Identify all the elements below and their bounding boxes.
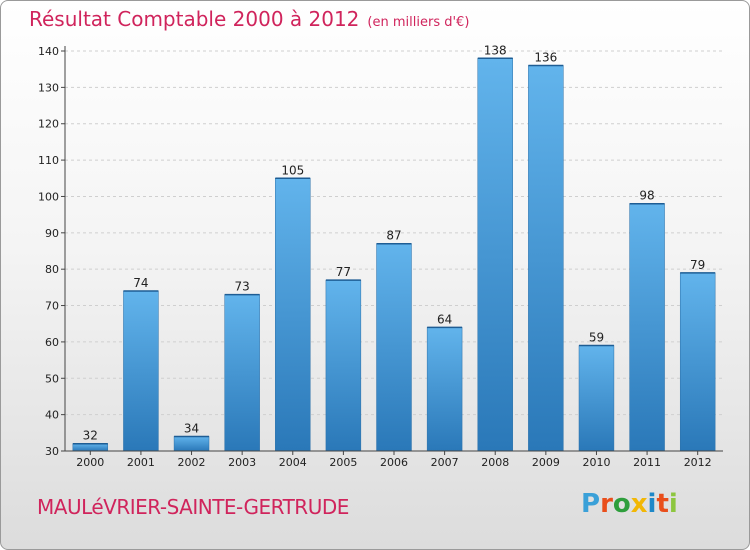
bar-2007 xyxy=(426,327,463,452)
x-tick-label: 2001 xyxy=(127,456,155,469)
value-label-2008: 138 xyxy=(484,43,507,57)
bar-2012 xyxy=(679,272,716,452)
y-tick-label: 110 xyxy=(38,154,59,167)
chart-title: Résultat Comptable 2000 à 2012 (en millie… xyxy=(29,7,469,31)
logo-letter: i xyxy=(668,489,678,519)
value-label-2007: 64 xyxy=(437,312,452,326)
logo-letter: i xyxy=(647,489,657,519)
value-label-2010: 59 xyxy=(589,331,604,345)
x-tick-label: 2007 xyxy=(431,456,459,469)
y-tick-label: 90 xyxy=(45,227,59,240)
town-name: MAULéVRIER-SAINTE-GERTRUDE xyxy=(37,495,349,519)
chart-title-text: Résultat Comptable 2000 à 2012 xyxy=(29,7,360,31)
value-label-2006: 87 xyxy=(386,229,401,243)
y-tick-label: 140 xyxy=(38,45,59,58)
logo-letter: t xyxy=(656,489,669,519)
bar-2004 xyxy=(275,178,311,452)
logo-letter: x xyxy=(630,489,648,519)
logo-letter: P xyxy=(581,489,601,519)
logo-letter: r xyxy=(600,489,613,519)
bar-2000 xyxy=(72,443,109,452)
chart-unit: (en milliers d'€) xyxy=(367,15,470,30)
y-tick-label: 80 xyxy=(45,263,59,276)
bar-2010 xyxy=(578,345,615,452)
axes: 30 40 50 60 70 80 90 100 110 120 130 140 2000 2001 200… xyxy=(38,45,723,469)
bar-2002 xyxy=(173,436,210,452)
y-tick-label: 60 xyxy=(45,336,59,349)
y-tick-label: 120 xyxy=(38,118,59,131)
x-tick-label: 2008 xyxy=(481,456,509,469)
x-tick-label: 2005 xyxy=(329,456,357,469)
x-tick-label: 2009 xyxy=(532,456,560,469)
bar-2008 xyxy=(477,58,513,452)
value-label-2000: 32 xyxy=(83,429,98,443)
bars: 32 74 34 73 105 77 87 64 138 136 59 98 79 xyxy=(72,43,716,452)
x-tick-label: 2006 xyxy=(380,456,408,469)
y-tick-label: 40 xyxy=(45,409,59,422)
value-label-2002: 34 xyxy=(184,421,199,435)
x-tick-label: 2002 xyxy=(178,456,206,469)
proxiti-logo[interactable]: Proxiti xyxy=(581,489,678,519)
bar-2009 xyxy=(528,65,564,452)
x-tick-label: 2012 xyxy=(684,456,712,469)
bar-2011 xyxy=(629,203,665,452)
y-tick-label: 30 xyxy=(45,445,59,458)
bar-2001 xyxy=(123,290,159,452)
bar-2005 xyxy=(325,279,362,452)
value-label-2001: 74 xyxy=(133,276,148,290)
logo-letter: o xyxy=(612,489,631,519)
value-label-2011: 98 xyxy=(639,189,654,203)
value-label-2009: 136 xyxy=(534,51,557,65)
x-tick-label: 2004 xyxy=(279,456,307,469)
value-label-2004: 105 xyxy=(281,163,304,177)
x-tick-label: 2011 xyxy=(633,456,661,469)
x-tick-label: 2010 xyxy=(582,456,610,469)
bar-2006 xyxy=(376,243,412,452)
value-label-2003: 73 xyxy=(235,280,250,294)
x-tick-label: 2003 xyxy=(228,456,256,469)
y-tick-label: 130 xyxy=(38,81,59,94)
y-tick-label: 100 xyxy=(38,190,59,203)
x-tick-label: 2000 xyxy=(76,456,104,469)
y-tick-label: 70 xyxy=(45,300,59,313)
value-label-2005: 77 xyxy=(336,265,351,279)
value-label-2012: 79 xyxy=(690,258,705,272)
y-tick-label: 50 xyxy=(45,372,59,385)
bar-2003 xyxy=(224,294,260,452)
